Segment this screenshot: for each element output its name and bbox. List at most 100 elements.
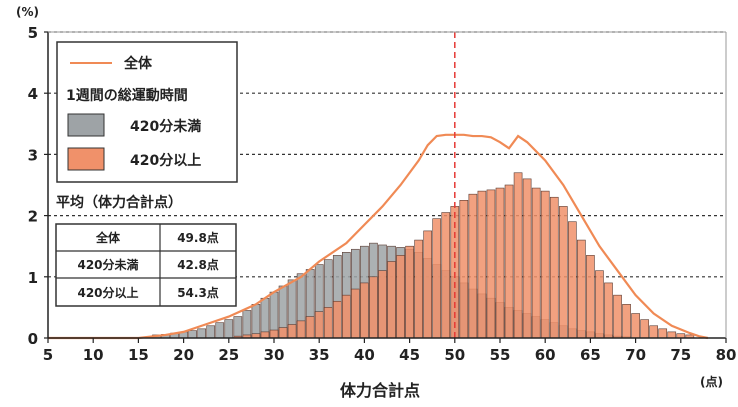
- averages-title: 平均（体力合計点）: [56, 194, 182, 211]
- x-tick-label: 10: [83, 346, 104, 364]
- bar-over420: [341, 294, 351, 339]
- legend-overall-label: 全体: [123, 55, 153, 72]
- y-tick-labels: 0 1 2 3 4 5: [28, 24, 48, 348]
- bar-over420: [323, 307, 333, 339]
- x-tick-label: 65: [580, 346, 601, 364]
- bar-over420: [604, 282, 613, 339]
- bar-over420: [314, 311, 324, 339]
- overall-line: [48, 133, 709, 340]
- bar-over420: [351, 288, 360, 339]
- x-tick-label: 15: [128, 346, 149, 364]
- bar-over420: [586, 255, 595, 339]
- bar-over420: [522, 178, 532, 339]
- x-tick-label: 80: [716, 346, 737, 364]
- y-tick-label: 5: [28, 24, 38, 42]
- x-tick-label: 5: [43, 346, 53, 364]
- averages-table: 平均（体力合計点） 全体 49.8点 420分未満 42.8点 420分以上 5…: [55, 194, 237, 307]
- bar-over420: [577, 239, 586, 339]
- x-tick-label: 25: [218, 346, 239, 364]
- bar-over420: [667, 331, 677, 339]
- bar-under420: [233, 316, 243, 339]
- bar-over420: [595, 270, 604, 339]
- bar-over420: [531, 187, 541, 339]
- bar-under420: [242, 310, 252, 339]
- bar-over420: [567, 221, 577, 339]
- bar-over420: [405, 245, 414, 339]
- bar-under420: [188, 330, 197, 339]
- bar-over420: [360, 282, 369, 339]
- legend-over-label: 420分以上: [130, 153, 201, 169]
- avg-row-over-label: 420分以上: [77, 285, 138, 300]
- bar-over420: [504, 184, 514, 339]
- x-tick-labels: 5 10 15 20 25 30 35 40 45 50 55 60 65 70 75 80: [43, 338, 737, 364]
- bar-over420: [649, 325, 658, 339]
- bar-over420: [432, 218, 442, 339]
- x-tick-label: 40: [354, 346, 375, 364]
- bar-over420: [269, 329, 279, 339]
- bar-over420: [495, 187, 505, 339]
- x-tick-label: 30: [264, 346, 285, 364]
- x-tick-label: 45: [399, 346, 420, 364]
- x-axis-title: 体力合計点: [340, 381, 420, 400]
- bar-over420: [459, 200, 469, 339]
- bar-over420: [486, 189, 496, 339]
- bar-over420: [468, 193, 478, 339]
- avg-row-under-value: 42.8点: [177, 257, 219, 272]
- y-tick-label: 1: [28, 269, 38, 287]
- bar-over420: [369, 276, 378, 339]
- bar-over420: [296, 320, 306, 339]
- x-unit-label: (点): [700, 374, 723, 389]
- bar-over420: [441, 212, 451, 339]
- bar-over420: [387, 261, 396, 339]
- bar-under420: [206, 325, 216, 339]
- bar-over420: [640, 319, 649, 339]
- bar-over420: [558, 206, 568, 339]
- bar-over420: [477, 190, 487, 339]
- bar-over420: [622, 304, 631, 339]
- bar-over420: [423, 230, 433, 339]
- legend-swatch-over: [67, 147, 105, 171]
- bar-over420: [513, 172, 523, 339]
- x-tick-label: 75: [670, 346, 691, 364]
- bar-under420: [224, 319, 234, 339]
- avg-row-under-label: 420分未満: [77, 257, 138, 272]
- bar-over420: [414, 239, 423, 339]
- bar-over420: [613, 294, 622, 339]
- axes: [47, 31, 727, 339]
- averages-table-border: [55, 223, 237, 307]
- overall-line-group: [48, 133, 709, 340]
- legend-under-label: 420分未満: [130, 118, 201, 135]
- x-tick-label: 55: [490, 346, 511, 364]
- x-tick-label: 70: [625, 346, 646, 364]
- y-tick-label: 0: [28, 330, 38, 348]
- avg-row-over-value: 54.3点: [177, 285, 219, 300]
- bar-over420: [549, 196, 559, 339]
- bar-over420: [332, 300, 342, 339]
- bar-over420: [287, 324, 297, 339]
- bar-over420: [378, 270, 387, 339]
- y-tick-label: 3: [28, 146, 38, 164]
- legend-swatch-under: [67, 113, 105, 137]
- bar-under420: [251, 304, 261, 339]
- bar-under420: [215, 322, 225, 339]
- y-tick-label: 4: [28, 85, 38, 103]
- bar-over420: [540, 190, 550, 339]
- x-tick-label: 50: [444, 346, 465, 364]
- bar-over420: [396, 255, 405, 339]
- bar-over420: [260, 331, 270, 339]
- avg-row-overall-label: 全体: [95, 230, 121, 245]
- legend: 全体 1週間の総運動時間 420分未満 420分以上: [56, 41, 238, 183]
- x-tick-label: 35: [309, 346, 330, 364]
- bar-over420: [658, 328, 668, 339]
- bar-over420: [631, 313, 640, 339]
- x-tick-label: 20: [173, 346, 194, 364]
- x-tick-label: 60: [535, 346, 556, 364]
- y-tick-label: 2: [28, 208, 38, 226]
- bar-over420: [305, 316, 315, 339]
- bar-under420: [197, 328, 207, 339]
- legend-group-title: 1週間の総運動時間: [66, 87, 188, 104]
- bar-over420: [278, 327, 288, 339]
- avg-row-overall-value: 49.8点: [177, 230, 219, 245]
- y-unit-label: (%): [16, 5, 39, 19]
